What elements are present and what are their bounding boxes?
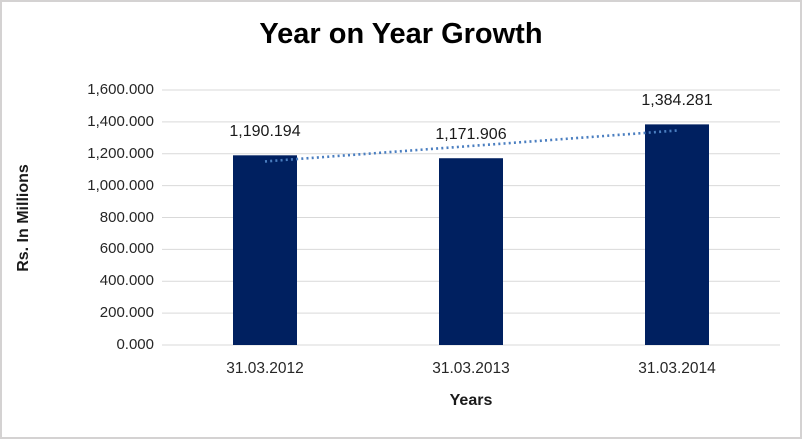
bar-data-label: 1,384.281 [641,92,713,110]
y-axis-tick-label: 1,400.000 [87,112,154,130]
y-axis-tick-label: 400.000 [99,272,154,290]
bar-data-label: 1,190.194 [229,123,301,141]
y-axis-tick-label: 0.000 [116,336,154,353]
y-axis-title: Rs. In Millions [15,164,32,272]
y-axis-tick-label: 1,600.000 [87,81,154,98]
y-axis-tick-label: 1,000.000 [87,176,154,194]
bar [645,124,709,345]
x-axis-title: Years [449,392,493,409]
x-axis-category-label: 31.03.2012 [226,360,304,377]
x-axis-category-label: 31.03.2013 [432,360,510,377]
y-axis-tick-label: 1,200.000 [87,144,154,162]
bar [233,155,297,345]
trendline [264,129,678,163]
bar [439,158,503,345]
y-axis-tick-label: 800.000 [99,208,154,226]
bar-data-label: 1,171.906 [435,126,507,144]
y-axis-tick-label: 600.000 [99,240,154,258]
chart-title: Year on Year Growth [259,18,543,50]
x-axis-category-label: 31.03.2014 [638,360,716,377]
y-axis-tick-label: 200.000 [99,304,154,322]
